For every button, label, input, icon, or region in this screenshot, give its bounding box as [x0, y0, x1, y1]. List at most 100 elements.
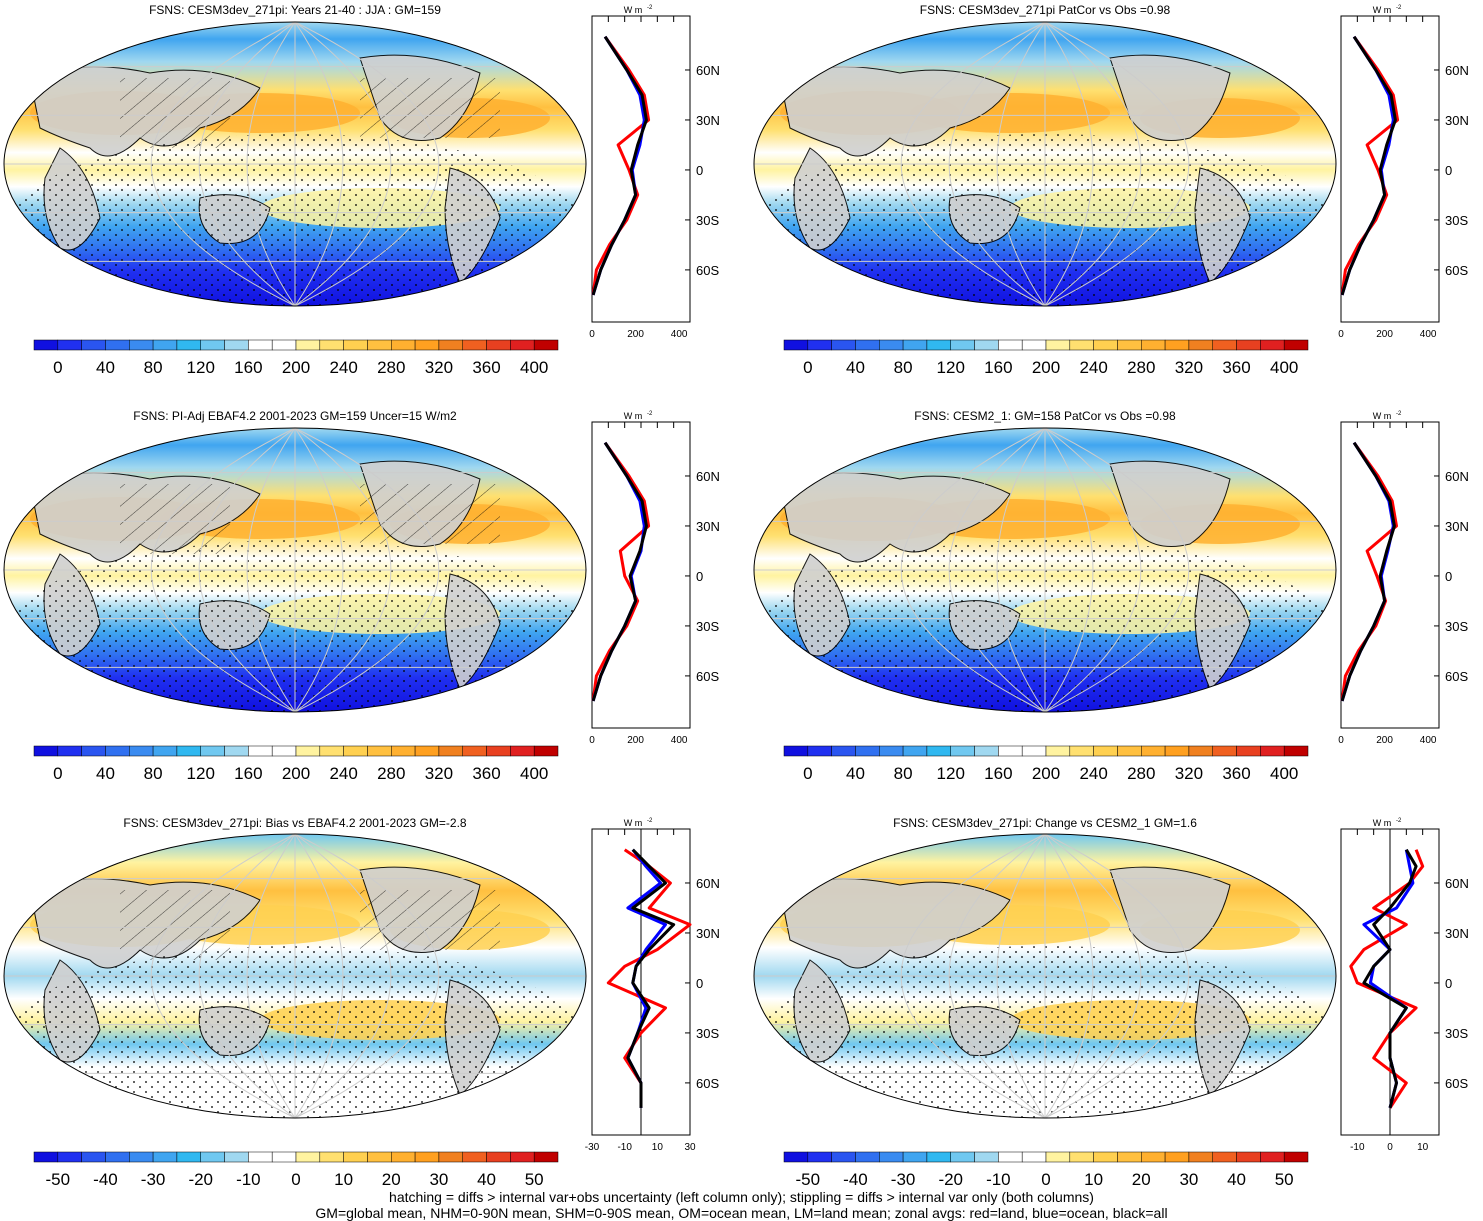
colorbar-swatch: [1045, 1151, 1071, 1163]
colorbar-tick-label: -50: [46, 1170, 71, 1189]
colorbar-swatch: [1283, 339, 1309, 351]
zonal-mean-panel: W m -2 60N 30N 0 30S 60S 0 200 400: [1338, 411, 1469, 746]
zonal-frame: [591, 15, 691, 323]
zonal-lat-label: 30N: [696, 519, 720, 534]
colorbar-swatch: [974, 745, 999, 757]
colorbar-swatch: [1283, 745, 1309, 757]
colorbar-tick-label: 360: [472, 358, 500, 377]
graticule-lon: [294, 22, 344, 306]
zonal-x-tick-label: 0: [1338, 329, 1344, 340]
colorbar-swatch: [343, 339, 368, 351]
colorbar-swatch: [974, 1151, 999, 1163]
colorbar-swatch: [57, 339, 82, 351]
zonal-all-curve: [1340, 35, 1397, 296]
colorbar-swatch: [1141, 339, 1166, 351]
colorbar-swatch: [1069, 745, 1094, 757]
colorbar-swatch: [1260, 745, 1285, 757]
zonal-lat-label: 30S: [1445, 213, 1468, 228]
colorbar-swatch: [81, 745, 106, 757]
colorbar-tick-label: -20: [188, 1170, 213, 1189]
zonal-x-tick-label: 400: [671, 735, 688, 746]
colorbar-swatch: [367, 745, 392, 757]
graticule-lon: [1044, 22, 1142, 306]
colorbar-swatch: [902, 1151, 928, 1163]
colorbar-tick-label: 320: [425, 358, 453, 377]
colorbar-swatch: [462, 339, 487, 351]
zonal-lat-label: 60S: [696, 1076, 719, 1091]
colorbar-tick-label: 240: [329, 764, 357, 783]
colorbar-swatch: [224, 339, 249, 351]
colorbar-tick-label: 240: [1079, 358, 1107, 377]
colorbar-swatch: [438, 1151, 463, 1163]
map-outline: [753, 21, 1337, 307]
colorbar: 0 40 80 120 160 200 240 280 320 360 400: [33, 745, 559, 783]
colorbar-tick-label: 400: [1270, 764, 1298, 783]
graticule-lon: [948, 22, 1046, 306]
colorbar-swatch: [807, 1151, 832, 1163]
zonal-x-tick-label: 400: [1420, 329, 1437, 340]
colorbar-swatch: [200, 1151, 225, 1163]
colorbar-tick-label: 80: [144, 358, 163, 377]
colorbar-swatch: [224, 745, 249, 757]
colorbar-tick-label: 40: [96, 358, 115, 377]
colorbar-swatch: [1260, 1151, 1285, 1163]
colorbar-swatch: [1164, 339, 1190, 351]
colorbar-tick-label: 240: [1079, 764, 1107, 783]
colorbar-tick-label: 360: [472, 764, 500, 783]
map-panel: [753, 833, 1337, 1119]
colorbar-tick-label: -50: [796, 1170, 821, 1189]
zonal-lat-label: 60N: [1445, 63, 1469, 78]
graticule-lon: [948, 428, 1046, 712]
colorbar-tick-label: 200: [282, 764, 310, 783]
map-outline: [3, 833, 587, 1119]
colorbar-swatch: [1021, 339, 1047, 351]
colorbar-swatch: [81, 339, 106, 351]
colorbar-swatch: [1069, 1151, 1094, 1163]
colorbar-swatch: [33, 1151, 59, 1163]
graticule-lon: [900, 834, 1046, 1118]
colorbar-swatch: [1117, 745, 1142, 757]
colorbar-swatch: [438, 339, 463, 351]
zonal-unit-label: W m: [624, 5, 643, 15]
graticule-lon: [150, 22, 296, 306]
map-panel: [3, 21, 587, 307]
colorbar-swatch: [343, 1151, 368, 1163]
colorbar-swatch: [176, 745, 201, 757]
graticule-lon: [198, 834, 296, 1118]
zonal-unit-label: W m: [624, 411, 643, 421]
zonal-lat-label: 0: [696, 163, 703, 178]
zonal-lat-label: 30N: [696, 113, 720, 128]
colorbar-tick-label: -10: [236, 1170, 261, 1189]
colorbar: -50 -40 -30 -20 -10 0 10 20 30 40 50: [33, 1151, 559, 1189]
zonal-mean-panel: W m -2 60N 30N 0 30S 60S 0 200 400: [589, 5, 720, 340]
colorbar-tick-label: 200: [282, 358, 310, 377]
colorbar-tick-label: 10: [1084, 1170, 1103, 1189]
colorbar-tick-label: -10: [986, 1170, 1011, 1189]
colorbar-swatch: [105, 339, 130, 351]
colorbar-tick-label: 200: [1032, 358, 1060, 377]
colorbar-swatch: [129, 745, 154, 757]
zonal-x-tick-label: 200: [627, 735, 644, 746]
colorbar-swatch: [1188, 1151, 1213, 1163]
colorbar-swatch: [224, 1151, 249, 1163]
colorbar-tick-label: 0: [803, 358, 812, 377]
colorbar-swatch: [295, 339, 321, 351]
colorbar-swatch: [1188, 339, 1213, 351]
colorbar-swatch: [486, 339, 511, 351]
colorbar-swatch: [1093, 1151, 1118, 1163]
colorbar-swatch: [998, 745, 1023, 757]
colorbar-tick-label: 40: [846, 358, 865, 377]
graticule-lon: [198, 22, 296, 306]
zonal-lat-label: 60S: [1445, 669, 1468, 684]
graticule-lon: [294, 428, 440, 712]
colorbar-tick-label: 40: [477, 1170, 496, 1189]
colorbar-swatch: [271, 745, 297, 757]
graticule-lon: [246, 428, 296, 712]
colorbar-swatch: [33, 339, 59, 351]
map-panel: [3, 427, 587, 713]
colorbar-tick-label: 320: [1175, 358, 1203, 377]
zonal-lat-label: 30S: [696, 1026, 719, 1041]
colorbar-swatch: [1212, 339, 1237, 351]
zonal-x-tick-label: 0: [1338, 735, 1344, 746]
zonal-x-tick-label: 0: [589, 329, 595, 340]
